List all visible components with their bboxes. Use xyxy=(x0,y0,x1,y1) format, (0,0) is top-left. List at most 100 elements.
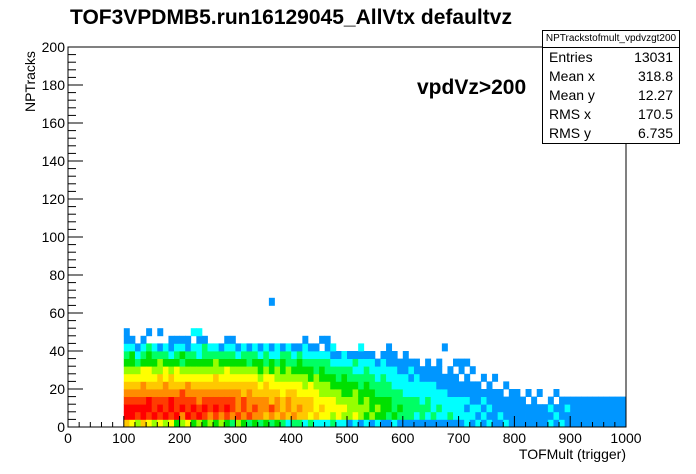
heatmap-cell xyxy=(581,411,588,420)
heatmap-cell xyxy=(302,335,309,344)
heatmap-cell xyxy=(280,404,287,413)
heatmap-cell xyxy=(207,366,214,375)
heatmap-cell xyxy=(179,343,186,352)
heatmap-cell xyxy=(324,389,331,397)
stats-label: Entries xyxy=(549,49,593,65)
heatmap-cell xyxy=(430,419,437,428)
x-tick-label: 900 xyxy=(559,430,583,446)
heatmap-cell xyxy=(123,396,130,405)
heatmap-cell xyxy=(391,373,398,382)
heatmap-cell xyxy=(436,404,443,413)
y-tick-label: 180 xyxy=(42,77,66,93)
heatmap-cell xyxy=(542,404,549,413)
x-tick-label: 400 xyxy=(280,430,304,446)
heatmap-cell xyxy=(252,381,259,390)
heatmap-cell xyxy=(157,366,164,375)
heatmap-cell xyxy=(291,389,298,397)
heatmap-cell xyxy=(319,404,326,413)
heatmap-cell xyxy=(319,351,326,359)
heatmap-cell xyxy=(168,335,175,344)
heatmap-cell xyxy=(274,343,281,352)
heatmap-cell xyxy=(553,419,560,428)
heatmap-cell xyxy=(174,381,180,390)
heatmap-cell xyxy=(408,381,415,390)
heatmap-cell xyxy=(542,419,549,428)
heatmap-cell xyxy=(274,404,281,413)
heatmap-cell xyxy=(413,396,420,405)
heatmap-cell xyxy=(347,404,353,413)
heatmap-cell xyxy=(369,373,376,382)
heatmap-cell xyxy=(586,404,593,413)
heatmap-cell xyxy=(146,351,153,359)
heatmap-cell xyxy=(497,411,504,420)
heatmap-cell xyxy=(335,358,342,367)
heatmap-cell xyxy=(425,358,432,367)
axis-ticks: 0 100 200 300 400 500 600 700 800 900 1000 0 20 40 60 8… xyxy=(42,39,642,446)
heatmap-cell xyxy=(458,404,465,413)
heatmap-cell xyxy=(341,373,348,382)
heatmap-cell xyxy=(307,366,314,375)
heatmap-cell xyxy=(408,366,415,375)
heatmap-cell xyxy=(614,396,621,405)
heatmap-cell xyxy=(503,404,510,413)
x-tick-label: 800 xyxy=(503,430,527,446)
heatmap-cell xyxy=(341,381,348,390)
heatmap-cell xyxy=(302,411,309,420)
heatmap-cell xyxy=(140,396,147,405)
heatmap-cell xyxy=(324,358,331,367)
heatmap-cell xyxy=(252,351,259,359)
heatmap-cell xyxy=(218,381,225,390)
heatmap-cell xyxy=(296,351,303,359)
heatmap-cell xyxy=(330,396,337,405)
heatmap-cell xyxy=(436,389,443,397)
heatmap-cell xyxy=(196,396,203,405)
heatmap-cell xyxy=(129,358,136,367)
heatmap-cell xyxy=(525,419,532,428)
heatmap-cell xyxy=(369,419,376,428)
heatmap-cell xyxy=(201,351,208,359)
heatmap-cell xyxy=(313,396,320,405)
heatmap-cell xyxy=(129,396,136,405)
heatmap-cell xyxy=(469,366,476,375)
heatmap-cell xyxy=(235,389,242,397)
heatmap-cell xyxy=(280,411,287,420)
heatmap-cell xyxy=(386,411,393,420)
heatmap-cell xyxy=(174,343,180,352)
heatmap-cell xyxy=(196,335,203,344)
heatmap-cell xyxy=(564,396,571,405)
heatmap-cell xyxy=(168,404,175,413)
heatmap-cell xyxy=(519,396,526,405)
heatmap-cell xyxy=(157,419,164,428)
heatmap-cell xyxy=(263,396,270,405)
heatmap-cell xyxy=(246,411,253,420)
heatmap-cell xyxy=(402,404,409,413)
heatmap-cell xyxy=(559,404,566,413)
heatmap-cell xyxy=(352,351,359,359)
heatmap-cell xyxy=(402,381,409,390)
heatmap-cell xyxy=(229,366,236,375)
heatmap-cell xyxy=(190,351,197,359)
heatmap-cell xyxy=(531,396,538,405)
heatmap-cell xyxy=(464,396,471,405)
heatmap-cell xyxy=(224,419,231,428)
heatmap-cell xyxy=(174,419,180,428)
heatmap-cell xyxy=(408,419,415,428)
heatmap-cell xyxy=(146,358,153,367)
heatmap-cell xyxy=(213,396,220,405)
heatmap-cell xyxy=(140,358,147,367)
heatmap-cell xyxy=(201,381,208,390)
heatmap-cell xyxy=(536,411,543,420)
heatmap-cell xyxy=(347,411,353,420)
heatmap-cell xyxy=(151,419,158,428)
heatmap-cell xyxy=(559,411,566,420)
heatmap-cell xyxy=(313,381,320,390)
heatmap-cell xyxy=(324,404,331,413)
heatmap-cell xyxy=(319,335,326,344)
y-tick-label: 140 xyxy=(42,153,66,169)
stats-row: Mean y 12.27 xyxy=(543,86,679,105)
heatmap-cell xyxy=(447,373,454,382)
heatmap-cell xyxy=(464,381,471,390)
heatmap-cell xyxy=(168,389,175,397)
heatmap-cell xyxy=(324,411,331,420)
heatmap-cell xyxy=(185,419,192,428)
